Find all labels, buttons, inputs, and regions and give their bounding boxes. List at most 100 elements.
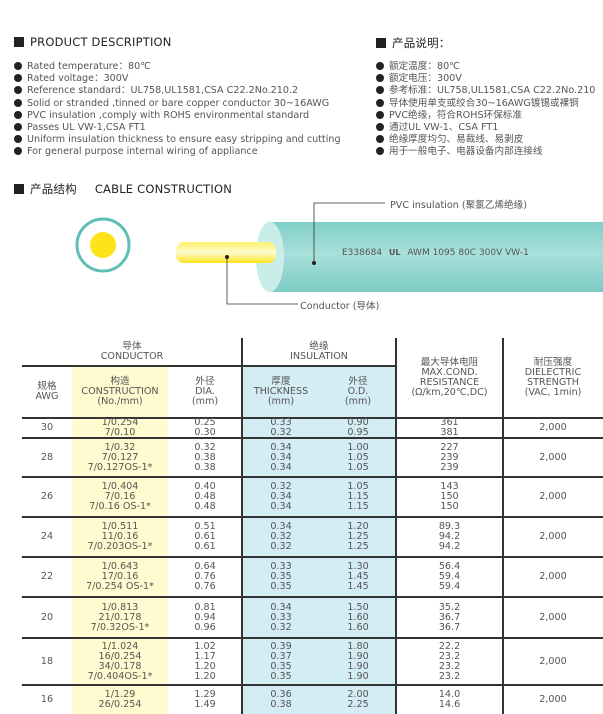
- square-bullet-icon: [14, 184, 24, 194]
- cell-awg: 26: [40, 491, 54, 502]
- construction-column-bg: [72, 366, 168, 714]
- cell-dia: 0.81 0.94 0.96: [194, 601, 216, 633]
- cell-resistance: 89.3 94.2 94.2: [438, 521, 461, 552]
- cell-dielectric: 2,000: [539, 571, 567, 582]
- cell-dielectric: 2,000: [539, 491, 567, 502]
- row-divider: [22, 684, 603, 686]
- cell-dielectric: 2,000: [539, 655, 567, 667]
- cell-thickness: 0.34 0.34 0.34: [270, 441, 292, 473]
- cell-dia: 0.51 0.61 0.61: [194, 521, 216, 552]
- cell-resistance: 56.4 59.4 59.4: [438, 561, 461, 592]
- cell-od: 0.90 0.95: [347, 417, 369, 438]
- row-divider: [22, 417, 603, 419]
- product-description-heading-cn: 产品说明：: [376, 35, 451, 51]
- cell-awg: 16: [40, 693, 54, 705]
- description-item: 额定电压：300V: [376, 73, 595, 85]
- cell-od: 1.20 1.25 1.25: [347, 521, 369, 552]
- cell-thickness: 0.32 0.34 0.34: [270, 481, 292, 512]
- marking-code: E338684: [342, 248, 383, 258]
- heading-text: 产品说明：: [392, 36, 451, 50]
- row-divider: [22, 596, 603, 598]
- cell-thickness: 0.34 0.32 0.32: [270, 521, 292, 552]
- cell-dielectric: 2,000: [539, 422, 567, 433]
- description-item: 额定温度：80℃: [376, 61, 595, 73]
- cell-dielectric: 2,000: [539, 451, 567, 463]
- description-item: 绝缘厚度均匀、易裁线、易剥皮: [376, 134, 595, 146]
- row-divider: [22, 637, 603, 639]
- description-item: 通过UL VW-1、CSA FT1: [376, 122, 595, 134]
- header-construction: 构造 CONSTRUCTION (No./mm): [81, 376, 159, 407]
- description-list-en: Rated temperature：80℃ Rated voltage：300V R…: [14, 61, 341, 159]
- cross-section: [75, 217, 131, 273]
- header-resistance: 最大导体电阻 MAX.COND. RESISTANCE (Ω/km,20℃,DC): [411, 357, 488, 398]
- insulation-jacket: [256, 222, 603, 292]
- header-divider: [22, 365, 396, 367]
- cell-resistance: 22.2 23.2 23.2 23.2: [438, 640, 461, 682]
- description-item: PVC绝缘，符合ROHS环保标准: [376, 110, 595, 122]
- description-item: For general purpose internal wiring of a…: [14, 146, 341, 158]
- cell-construction: 1/0.813 21/0.178 7/0.32OS-1*: [90, 601, 150, 633]
- heading-text-en: CABLE CONSTRUCTION: [94, 182, 233, 196]
- cell-dielectric: 2,000: [539, 693, 567, 705]
- heading-text-cn: 产品结构: [30, 182, 77, 196]
- cell-construction: 1/0.254 7/0.10: [101, 417, 139, 438]
- column-divider: [395, 338, 397, 714]
- cell-dia: 1.02 1.17 1.20 1.20: [194, 640, 216, 682]
- cell-awg: 18: [40, 655, 54, 667]
- cell-construction: 1/0.643 17/0.16 7/0.254 OS-1*: [86, 561, 154, 592]
- description-item: Uniform insulation thickness to ensure e…: [14, 134, 341, 146]
- cell-construction: 1/1.29 26/0.254: [98, 688, 142, 710]
- heading-text: PRODUCT DESCRIPTION: [30, 35, 172, 49]
- cell-od: 1.05 1.15 1.15: [347, 481, 369, 512]
- description-item: Reference standard：UL758,UL1581,CSA C22.…: [14, 85, 341, 97]
- cell-dielectric: 2,000: [539, 531, 567, 542]
- header-dielectric: 耐压强度 DIELECTRIC STRENGTH (VAC, 1min): [524, 357, 582, 398]
- insulation-label: PVC insulation (聚氯乙烯绝缘): [390, 200, 527, 211]
- cell-resistance: 227 239 239: [440, 441, 459, 473]
- row-divider: [22, 516, 603, 518]
- description-item: 导体使用单支或绞合30~16AWG镀锡或裸铜: [376, 98, 595, 110]
- description-item: PVC insulation ,comply with ROHS environ…: [14, 110, 341, 122]
- cell-thickness: 0.33 0.35 0.35: [270, 561, 292, 592]
- description-item: Solid or stranded ,tinned or bare copper…: [14, 98, 341, 110]
- marking-text: AWM 1095 80C 300V VW-1: [407, 248, 529, 258]
- cable-diagram: [75, 202, 603, 305]
- cell-dia: 0.32 0.38 0.38: [194, 441, 216, 473]
- cell-thickness: 0.33 0.32: [270, 417, 292, 438]
- header-thickness: 厚度 THICKNESS (mm): [253, 376, 309, 407]
- cell-awg: 30: [40, 422, 54, 433]
- cell-construction: 1/0.511 11/0.16 7/0.203OS-1*: [87, 521, 153, 552]
- product-description-heading: PRODUCT DESCRIPTION: [14, 35, 172, 49]
- cell-construction: 1/1.024 16/0.254 34/0.178 7/0.404OS-1*: [87, 640, 153, 682]
- cell-od: 1.30 1.45 1.45: [347, 561, 369, 592]
- cell-dia: 0.64 0.76 0.76: [194, 561, 216, 592]
- cell-construction: 1/0.404 7/0.16 7/0.16 OS-1*: [89, 481, 151, 512]
- cell-awg: 28: [40, 451, 54, 463]
- description-item: 参考标准：UL758,UL1581,CSA C22.2No.210: [376, 85, 595, 97]
- cell-dielectric: 2,000: [539, 611, 567, 623]
- row-divider: [22, 556, 603, 558]
- ul-logo-icon: UL: [388, 248, 401, 257]
- cell-dia: 1.29 1.49: [194, 688, 216, 710]
- cell-awg: 20: [40, 611, 54, 623]
- cell-resistance: 361 381: [440, 417, 459, 438]
- description-item: 用于一般电子、电器设备内部连接线: [376, 146, 595, 158]
- cell-dia: 0.25 0.30: [194, 417, 216, 438]
- description-item: Rated voltage：300V: [14, 73, 341, 85]
- insulation-column-bg: [243, 366, 396, 714]
- row-divider: [22, 476, 603, 478]
- insulation-leader-dot: [312, 261, 316, 265]
- cable-construction-heading: 产品结构 CABLE CONSTRUCTION: [14, 181, 232, 197]
- cell-thickness: 0.36 0.38: [270, 688, 292, 710]
- square-bullet-icon: [376, 38, 386, 48]
- header-od: 外径 O.D. (mm): [344, 376, 372, 407]
- cell-resistance: 35.2 36.7 36.7: [438, 601, 461, 633]
- description-item: Passes UL VW-1,CSA FT1: [14, 122, 341, 134]
- square-bullet-icon: [14, 37, 24, 47]
- column-divider: [502, 338, 504, 714]
- row-divider: [22, 437, 603, 439]
- conductor-wire-front: [176, 242, 276, 263]
- cell-resistance: 143 150 150: [440, 481, 459, 512]
- cell-awg: 24: [40, 531, 54, 542]
- cable-marking: E338684 UL AWM 1095 80C 300V VW-1: [342, 248, 529, 258]
